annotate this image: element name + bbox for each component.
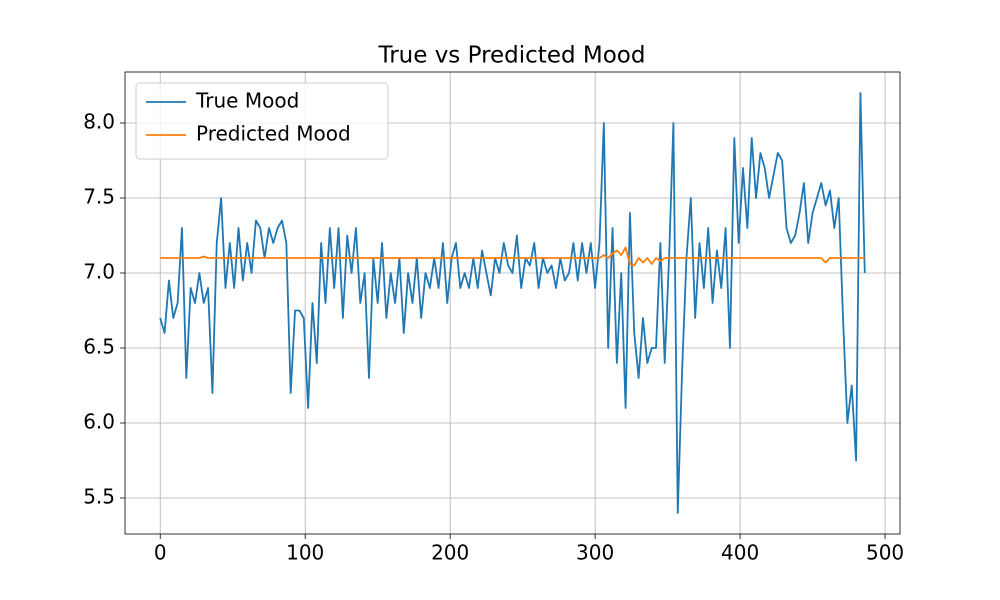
y-tick-label: 6.0 [83,410,115,434]
x-tick-label: 300 [576,541,614,565]
y-tick-label: 8.0 [83,110,115,134]
x-tick-label: 0 [154,541,167,565]
y-tick-label: 7.5 [83,185,115,209]
y-tick-label: 5.5 [83,485,115,509]
chart-title: True vs Predicted Mood [378,43,646,69]
series-line [159,92,866,514]
x-tick-label: 500 [866,541,904,565]
y-tick-label: 7.0 [83,260,115,284]
legend-box [135,82,389,160]
legend-label: Predicted Mood [196,122,351,146]
plot-frame [124,71,901,535]
series-line [160,246,865,267]
x-tick-label: 200 [431,541,469,565]
legend-label: True Mood [195,89,299,113]
legend: True Mood Predicted Mood [135,82,389,160]
x-tick-label: 400 [721,541,759,565]
x-tick-label: 100 [286,541,324,565]
y-tick-label: 6.5 [83,335,115,359]
